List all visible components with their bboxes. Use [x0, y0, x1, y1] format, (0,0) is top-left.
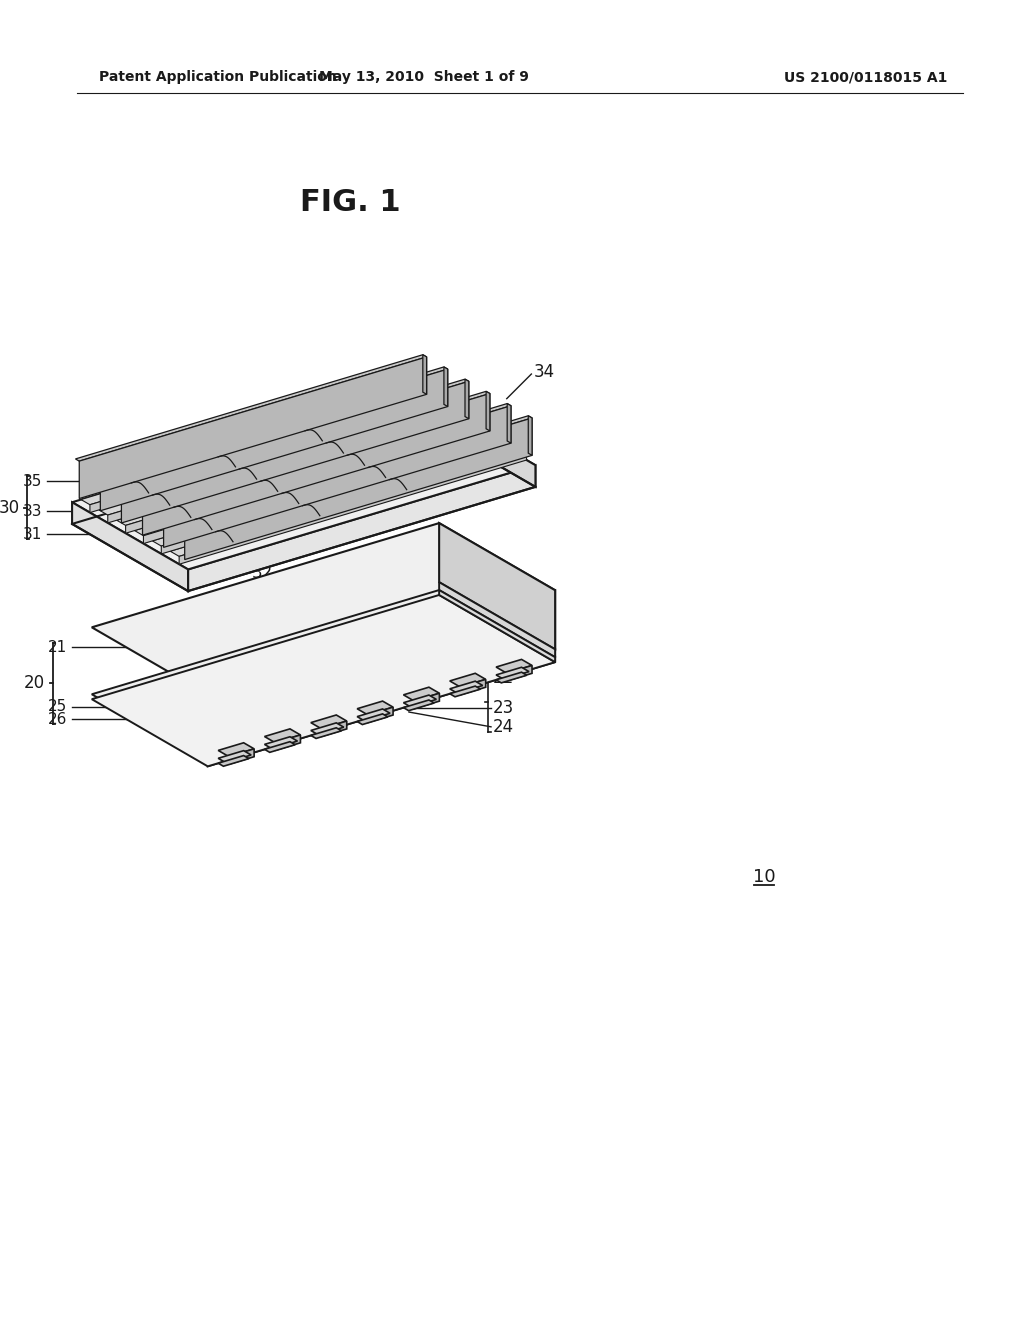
Polygon shape	[507, 404, 511, 444]
Polygon shape	[403, 688, 439, 701]
Polygon shape	[208, 657, 555, 767]
Polygon shape	[218, 755, 249, 766]
Polygon shape	[162, 442, 509, 554]
Polygon shape	[450, 673, 485, 686]
Polygon shape	[403, 700, 434, 710]
Polygon shape	[496, 668, 529, 680]
Text: 23: 23	[493, 700, 514, 718]
Polygon shape	[126, 421, 473, 533]
Text: 26: 26	[48, 711, 68, 727]
Polygon shape	[450, 686, 480, 697]
Polygon shape	[179, 453, 526, 564]
Text: 35: 35	[23, 474, 42, 488]
Polygon shape	[76, 355, 427, 461]
Polygon shape	[170, 447, 526, 556]
Polygon shape	[228, 748, 254, 764]
Polygon shape	[311, 715, 347, 729]
Polygon shape	[164, 405, 511, 548]
Polygon shape	[420, 399, 536, 487]
Polygon shape	[528, 416, 532, 455]
Text: 22: 22	[493, 669, 514, 686]
Text: 32: 32	[252, 565, 272, 582]
Polygon shape	[322, 721, 347, 737]
Polygon shape	[414, 693, 439, 709]
Polygon shape	[311, 723, 344, 735]
Polygon shape	[218, 751, 251, 763]
Polygon shape	[92, 595, 555, 767]
Text: 33: 33	[23, 504, 42, 519]
Polygon shape	[96, 367, 447, 474]
Text: May 13, 2010  Sheet 1 of 9: May 13, 2010 Sheet 1 of 9	[319, 70, 529, 84]
Polygon shape	[81, 396, 437, 504]
Text: Patent Application Publication: Patent Application Publication	[99, 70, 337, 84]
Polygon shape	[208, 649, 555, 762]
Polygon shape	[99, 405, 455, 515]
Polygon shape	[142, 393, 489, 535]
Polygon shape	[118, 379, 469, 486]
Polygon shape	[181, 416, 532, 523]
Polygon shape	[108, 411, 455, 523]
Polygon shape	[444, 367, 447, 407]
Polygon shape	[357, 701, 393, 715]
Polygon shape	[79, 356, 427, 499]
Polygon shape	[486, 391, 489, 430]
Polygon shape	[138, 391, 489, 498]
Text: 21: 21	[48, 640, 68, 655]
Polygon shape	[403, 696, 436, 708]
Polygon shape	[92, 590, 555, 762]
Polygon shape	[275, 735, 300, 751]
Text: 30: 30	[0, 499, 19, 516]
Polygon shape	[122, 381, 469, 523]
Polygon shape	[368, 708, 393, 722]
Polygon shape	[311, 727, 342, 738]
Polygon shape	[92, 523, 555, 694]
Polygon shape	[184, 418, 532, 560]
Polygon shape	[117, 416, 473, 525]
Polygon shape	[188, 465, 536, 591]
Polygon shape	[439, 582, 555, 657]
Text: 24: 24	[493, 718, 514, 735]
Polygon shape	[450, 681, 482, 693]
Polygon shape	[439, 523, 555, 649]
Polygon shape	[264, 737, 297, 748]
Text: 20: 20	[24, 675, 45, 693]
Polygon shape	[72, 503, 188, 591]
Polygon shape	[90, 400, 437, 512]
Polygon shape	[439, 590, 555, 663]
Text: 10: 10	[753, 867, 775, 886]
Polygon shape	[72, 399, 536, 569]
Polygon shape	[264, 742, 295, 752]
Polygon shape	[143, 432, 490, 544]
Polygon shape	[160, 404, 511, 510]
Text: 15: 15	[156, 710, 178, 729]
Polygon shape	[496, 660, 532, 673]
Polygon shape	[153, 437, 509, 546]
Text: 31: 31	[23, 527, 42, 541]
Polygon shape	[357, 714, 388, 725]
Polygon shape	[465, 379, 469, 418]
Polygon shape	[218, 743, 254, 756]
Polygon shape	[496, 672, 526, 682]
Polygon shape	[357, 709, 390, 721]
Polygon shape	[507, 665, 532, 681]
Polygon shape	[423, 355, 427, 395]
Polygon shape	[100, 370, 447, 511]
Polygon shape	[264, 729, 300, 743]
Text: FIG. 1: FIG. 1	[300, 187, 400, 216]
Polygon shape	[134, 426, 490, 536]
Polygon shape	[208, 590, 555, 754]
Text: 34: 34	[534, 363, 554, 381]
Polygon shape	[460, 680, 485, 694]
Text: 25: 25	[48, 700, 68, 714]
Text: US 2100/0118015 A1: US 2100/0118015 A1	[783, 70, 947, 84]
